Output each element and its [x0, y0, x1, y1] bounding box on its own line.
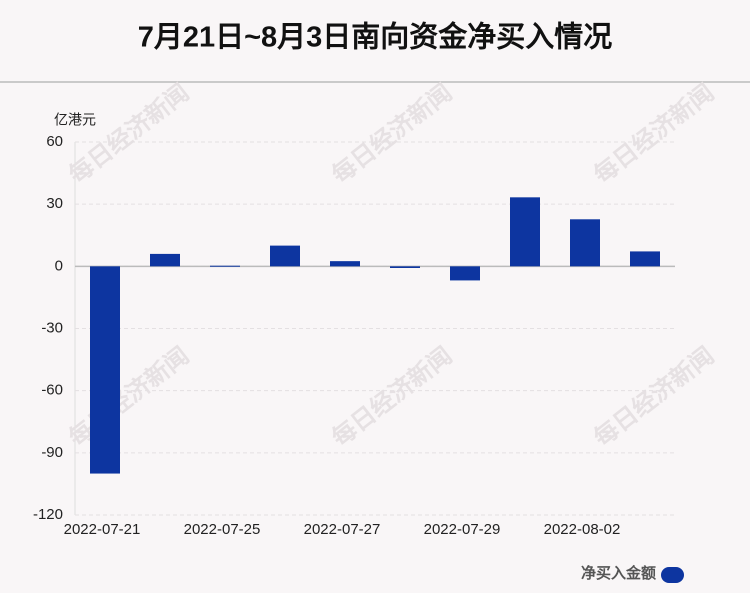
y-axis-label: 亿港元 — [54, 112, 96, 128]
bar — [90, 266, 120, 474]
y-tick-label: -60 — [41, 382, 63, 399]
y-tick-label: -30 — [41, 319, 63, 336]
x-tick-label: 2022-07-21 — [64, 521, 141, 538]
bar — [570, 219, 600, 267]
bar — [210, 265, 240, 267]
x-tick-label: 2022-07-29 — [424, 521, 501, 538]
y-tick-label: 60 — [46, 133, 63, 150]
bar — [330, 261, 360, 267]
x-tick-label: 2022-07-27 — [304, 521, 381, 538]
y-tick-label: -90 — [41, 444, 63, 461]
legend-swatch — [661, 567, 684, 583]
y-tick-label: 0 — [55, 257, 63, 274]
y-tick-label: -120 — [33, 506, 63, 523]
bar — [150, 253, 180, 267]
x-tick-label: 2022-07-25 — [184, 521, 261, 538]
bar — [630, 251, 660, 267]
bar — [450, 266, 480, 281]
y-tick-label: 30 — [46, 195, 63, 212]
legend-label: 净买入金额 — [581, 564, 656, 582]
x-tick-label: 2022-08-02 — [544, 521, 621, 538]
chart-title: 7月21日~8月3日南向资金净买入情况 — [138, 20, 613, 54]
bar — [270, 245, 300, 267]
bar — [510, 197, 540, 267]
bar — [390, 266, 420, 268]
